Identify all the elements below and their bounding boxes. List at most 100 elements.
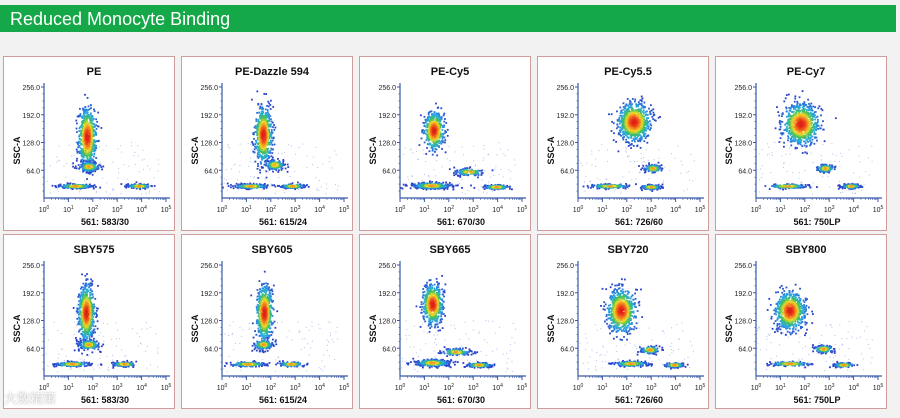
event-dot (269, 152, 272, 154)
population-4 (120, 181, 156, 191)
y-axis-label: SSC-A (368, 136, 378, 165)
event-dot (79, 129, 82, 132)
event-dot (256, 167, 259, 170)
noise-dot (509, 178, 511, 180)
noise-dot (272, 152, 274, 154)
event-dot (95, 118, 98, 121)
event-dot (266, 150, 269, 153)
event-dot (423, 124, 426, 127)
event-dot (286, 170, 289, 173)
event-dot (630, 128, 633, 130)
event-dot (93, 133, 96, 136)
event-dot (431, 186, 434, 189)
noise-dot (423, 173, 425, 175)
event-dot (300, 187, 303, 189)
event-dot (639, 140, 642, 143)
event-dot (629, 134, 632, 137)
event-dot (265, 187, 268, 189)
event-dot (81, 162, 84, 165)
scatter-plot: PE-Dazzle 594SSC-A64.0128.0192.0256.0100… (190, 66, 350, 227)
y-tick-label: 64.0 (204, 168, 218, 175)
event-dot (450, 183, 453, 186)
noise-dot (428, 175, 430, 177)
x-tick-label: 104 (136, 205, 147, 214)
data-points (44, 93, 160, 195)
event-dot (413, 185, 416, 188)
x-axis-label: 561: 583/30 (81, 217, 129, 227)
event-dot (257, 157, 260, 159)
noise-dot (416, 150, 418, 152)
event-dot (433, 125, 436, 128)
event-dot (409, 187, 412, 190)
event-dot (78, 107, 81, 110)
noise-dot (478, 189, 480, 191)
event-dot (239, 183, 242, 186)
event-dot (272, 164, 275, 166)
event-dot (278, 185, 281, 187)
noise-dot (409, 149, 411, 151)
event-dot (636, 144, 639, 147)
event-dot (263, 139, 266, 142)
event-dot (436, 145, 439, 147)
event-dot (649, 123, 652, 125)
event-dot (461, 186, 463, 189)
event-dot (265, 153, 268, 156)
event-dot (637, 133, 640, 135)
event-dot (249, 183, 252, 185)
event-dot (88, 147, 91, 150)
event-dot (411, 184, 414, 187)
event-dot (274, 185, 277, 188)
noise-dot (457, 183, 459, 185)
event-dot (89, 159, 92, 162)
y-tick-label: 64.0 (26, 168, 40, 175)
noise-dot (76, 168, 78, 170)
event-dot (430, 131, 433, 133)
event-dot (638, 113, 641, 116)
event-dot (93, 110, 96, 113)
event-dot (260, 139, 263, 142)
event-dot (627, 131, 630, 134)
event-dot (253, 148, 256, 151)
event-dot (610, 130, 613, 132)
noise-dot (278, 176, 280, 178)
noise-dot (78, 164, 80, 166)
event-dot (630, 133, 633, 136)
event-dot (78, 115, 80, 118)
event-dot (84, 169, 86, 171)
noise-dot (403, 153, 405, 155)
x-tick-label: 105 (695, 205, 706, 214)
event-dot (147, 183, 149, 186)
event-dot (120, 183, 123, 185)
event-dot (429, 135, 432, 138)
noise-dot (261, 189, 263, 191)
event-dot (262, 166, 264, 169)
event-dot (645, 118, 648, 121)
event-dot (273, 160, 276, 163)
noise-dot (454, 167, 456, 169)
event-dot (615, 127, 618, 130)
event-dot (622, 108, 625, 111)
event-dot (86, 178, 88, 180)
event-dot (626, 141, 629, 143)
event-dot (87, 105, 90, 108)
event-dot (82, 159, 85, 162)
noise-dot (247, 143, 249, 145)
event-dot (639, 112, 642, 114)
event-dot (627, 141, 630, 144)
noise-dot (134, 151, 136, 153)
event-dot (438, 139, 441, 142)
event-dot (260, 129, 263, 132)
event-dot (258, 132, 260, 135)
population-2 (72, 159, 105, 175)
event-dot (259, 128, 262, 131)
event-dot (95, 140, 98, 142)
event-dot (84, 150, 87, 153)
noise-dot (71, 155, 73, 157)
event-dot (83, 139, 85, 141)
event-dot (462, 168, 464, 170)
event-dot (92, 140, 95, 143)
event-dot (423, 129, 426, 132)
event-dot (89, 125, 91, 128)
event-dot (488, 186, 491, 188)
event-dot (441, 136, 444, 139)
